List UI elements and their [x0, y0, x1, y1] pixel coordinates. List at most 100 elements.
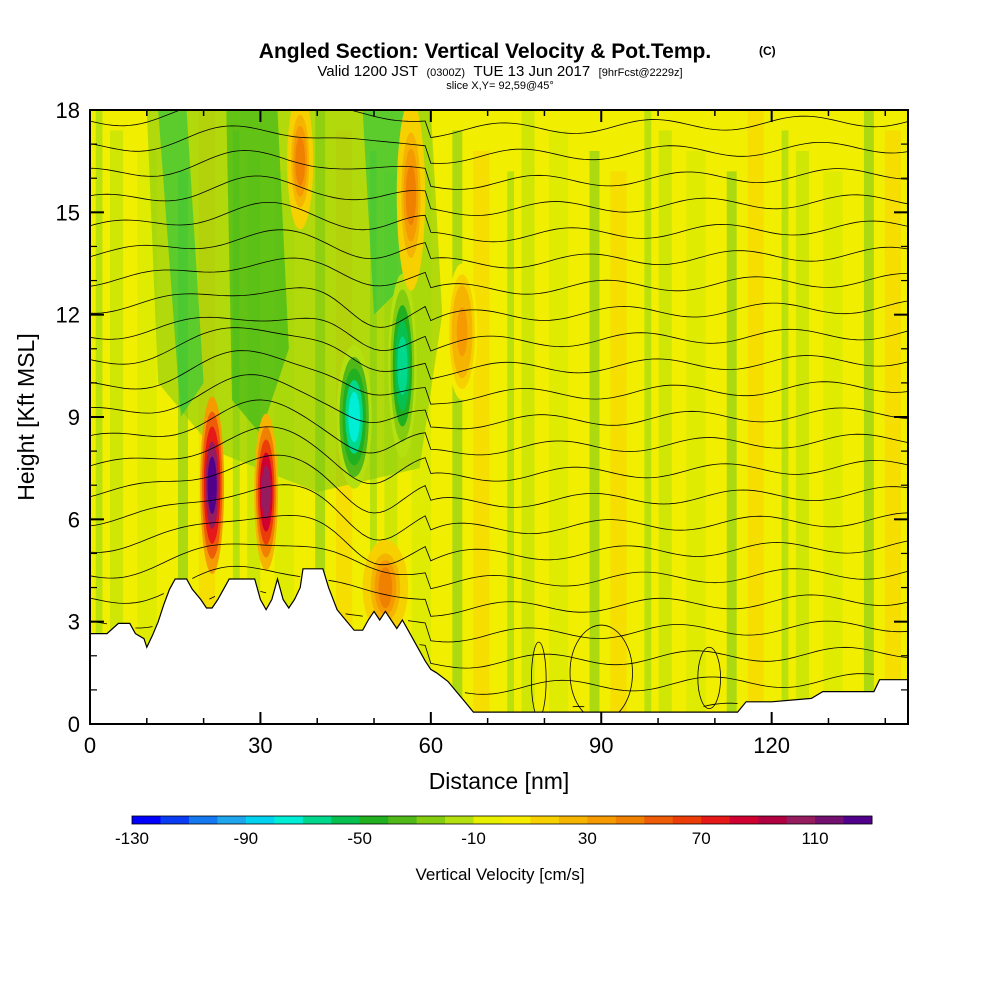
- axes: 0 30 60 90 120 0 3 6 9 12 15 18: [56, 98, 908, 758]
- x-tick-label: 120: [753, 733, 790, 758]
- colorbar-tick-label: -90: [234, 829, 259, 848]
- velocity-stripe: [452, 130, 463, 724]
- velocity-stripe: [781, 130, 789, 724]
- velocity-cell: [378, 567, 393, 609]
- colorbar-swatch: [729, 816, 759, 824]
- terrain: [90, 568, 908, 724]
- velocity-stripe: [863, 110, 874, 724]
- colorbar-swatch: [217, 816, 247, 824]
- y-tick-label: 18: [56, 98, 80, 123]
- isentrope-line: [464, 673, 874, 695]
- isentrope-line: [431, 103, 715, 108]
- colorbar-swatch: [245, 816, 275, 824]
- colorbar-swatch: [530, 816, 560, 824]
- velocity-stripe: [686, 150, 706, 724]
- x-tick-label: 30: [248, 733, 272, 758]
- isentrope-line: [90, 374, 908, 430]
- colorbar-swatch: [445, 816, 474, 824]
- colorbar-swatch: [331, 816, 361, 824]
- colorbar-tick-label: -130: [115, 829, 149, 848]
- velocity-cell: [295, 136, 306, 186]
- colorbar-tick-label: -50: [347, 829, 372, 848]
- colorbar-swatch: [615, 816, 645, 824]
- downdraft-band: [226, 110, 289, 435]
- isentrope-line: [90, 565, 908, 617]
- velocity-cell: [405, 165, 417, 226]
- colorbar-tick-label: 30: [578, 829, 597, 848]
- isentrope-line: [90, 202, 908, 243]
- colorbar-swatch: [132, 816, 161, 824]
- velocity-cell: [348, 391, 360, 443]
- subtitle-valid: Valid 1200 JST: [317, 63, 418, 80]
- downdraft-band: [158, 110, 204, 417]
- plot-area: [90, 103, 908, 724]
- velocity-stripe: [823, 171, 843, 724]
- colorbar-swatch: [843, 816, 873, 824]
- isentrope-line: [90, 399, 908, 456]
- velocity-stripe: [137, 150, 157, 724]
- x-tick-label: 60: [419, 733, 443, 758]
- colorbar-swatch: [274, 816, 304, 824]
- closed-contour: [697, 646, 721, 710]
- colorbar-swatch: [701, 816, 731, 824]
- velocity-stripe: [548, 130, 569, 724]
- subtitle-forecast: [9hrFcst@2229z]: [599, 67, 683, 79]
- colorbar-swatch: [672, 816, 702, 824]
- colorbar-swatch: [815, 816, 844, 824]
- chart-subtitle: Valid 1200 JST (0300Z) TUE 13 Jun 2017 […: [317, 63, 682, 80]
- y-tick-label: 15: [56, 200, 80, 225]
- colorbar-tick-label: 110: [802, 829, 829, 848]
- velocity-cell: [397, 336, 408, 396]
- y-tick-label: 9: [68, 405, 80, 430]
- x-axis-label: Distance [nm]: [429, 768, 570, 794]
- isentrope-line: [90, 175, 908, 217]
- colorbar-swatch: [558, 816, 588, 824]
- isentrope-line: [90, 327, 908, 380]
- isentrope-line: [90, 350, 908, 405]
- colorbar-swatch: [302, 816, 332, 824]
- x-tick-label: 0: [84, 733, 96, 758]
- y-tick-label: 12: [56, 303, 80, 328]
- velocity-field: [95, 110, 901, 724]
- colorbar-tick-label: -10: [461, 829, 486, 848]
- y-tick-label: 6: [68, 507, 80, 532]
- isentrope-line: [90, 110, 908, 138]
- velocity-stripe: [726, 171, 737, 724]
- colorbar-swatch: [416, 816, 446, 824]
- velocity-stripe: [610, 171, 627, 724]
- subtitle-utc: (0300Z): [426, 67, 465, 79]
- velocity-stripe: [589, 150, 600, 724]
- y-tick-label: 0: [68, 712, 80, 737]
- slice-info: slice X,Y= 92,59@45°: [446, 80, 554, 92]
- velocity-stripe: [658, 130, 672, 724]
- isentrope-line: [90, 426, 908, 485]
- y-tick-label: 3: [68, 610, 80, 635]
- colorbar-swatch: [587, 816, 617, 824]
- colorbar-swatch: [473, 816, 503, 824]
- velocity-cell: [456, 307, 468, 357]
- isentrope-line: [90, 514, 908, 566]
- isentrope-line: [90, 287, 908, 328]
- y-axis-label: Height [Kft MSL]: [13, 333, 39, 500]
- colorbar: -130 -90 -50 -10 30 70 110: [115, 815, 873, 848]
- colorbar-swatch: [644, 816, 674, 824]
- isentrope-line: [572, 702, 738, 708]
- velocity-stripe: [644, 110, 652, 724]
- x-tick-label: 90: [589, 733, 613, 758]
- isentrope-line: [90, 150, 908, 190]
- velocity-stripe: [795, 150, 809, 724]
- velocity-stripe: [747, 110, 764, 724]
- chart-title: Angled Section: Vertical Velocity & Pot.…: [259, 40, 711, 63]
- isentrope-line: [90, 543, 908, 590]
- colorbar-swatch: [786, 816, 816, 824]
- velocity-stripe: [177, 171, 188, 724]
- subtitle-date: TUE 13 Jun 2017: [473, 63, 590, 80]
- colorbar-swatch: [359, 816, 389, 824]
- colorbar-tick-label: 70: [692, 829, 711, 848]
- isentrope-line: [90, 316, 908, 352]
- isentrope-line: [90, 229, 908, 269]
- colorbar-swatch: [160, 816, 190, 824]
- colorbar-swatch: [188, 816, 218, 824]
- isentrope-line: [90, 454, 908, 514]
